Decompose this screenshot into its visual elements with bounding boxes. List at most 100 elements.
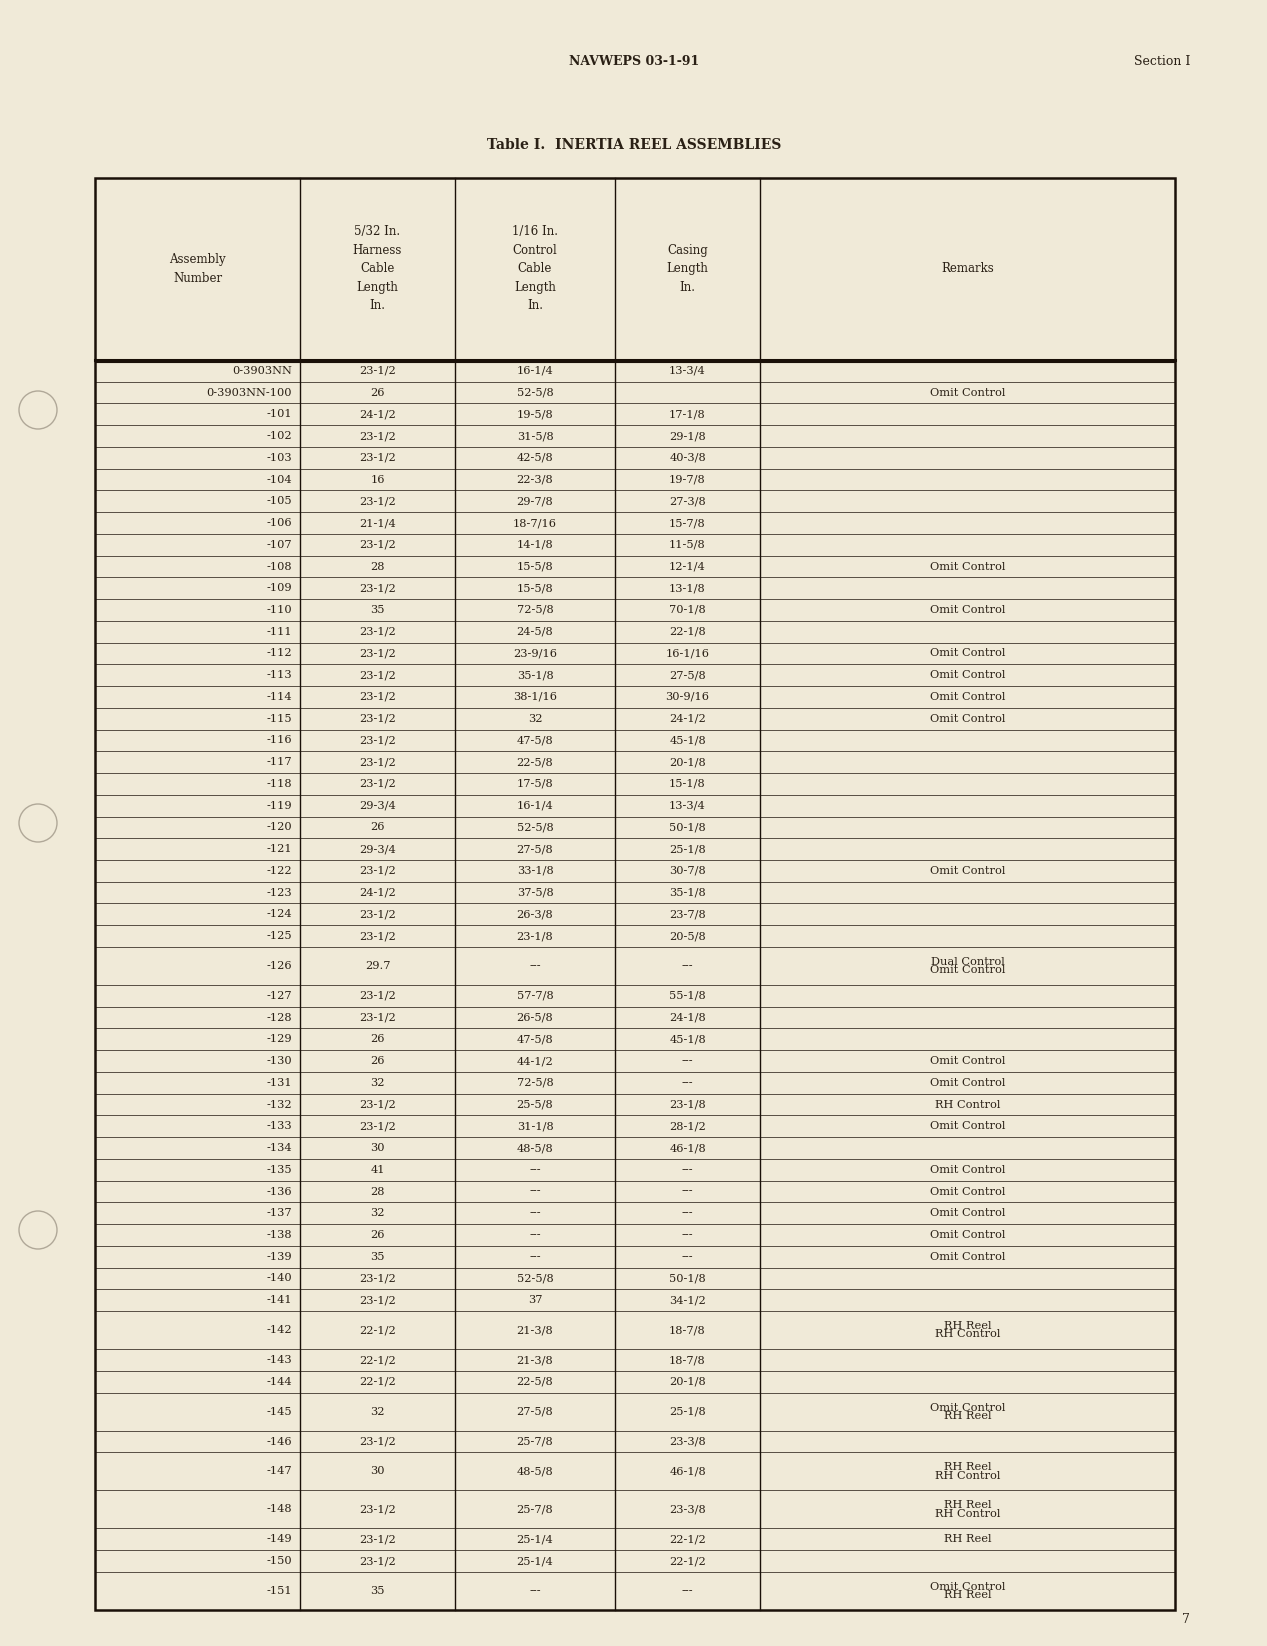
Text: Omit Control: Omit Control bbox=[930, 1230, 1005, 1239]
Text: 5/32 In.
Harness
Cable
Length
In.: 5/32 In. Harness Cable Length In. bbox=[352, 226, 402, 313]
Text: Omit Control: Omit Control bbox=[930, 387, 1005, 398]
Text: 24-5/8: 24-5/8 bbox=[517, 627, 554, 637]
Text: Omit Control: Omit Control bbox=[930, 1057, 1005, 1067]
Text: Dual Control: Dual Control bbox=[931, 956, 1005, 966]
Text: 23-1/2: 23-1/2 bbox=[359, 583, 395, 593]
Text: Omit Control: Omit Control bbox=[930, 1208, 1005, 1218]
Text: Omit Control: Omit Control bbox=[930, 561, 1005, 571]
Text: 42-5/8: 42-5/8 bbox=[517, 453, 554, 463]
Text: RH Reel: RH Reel bbox=[944, 1411, 991, 1420]
Text: -107: -107 bbox=[266, 540, 291, 550]
Text: 20-5/8: 20-5/8 bbox=[669, 932, 706, 942]
Text: Omit Control: Omit Control bbox=[930, 714, 1005, 724]
Text: 19-5/8: 19-5/8 bbox=[517, 410, 554, 420]
Text: 28-1/2: 28-1/2 bbox=[669, 1121, 706, 1131]
Text: 23-1/2: 23-1/2 bbox=[359, 714, 395, 724]
Text: 35-1/8: 35-1/8 bbox=[517, 670, 554, 680]
Text: 32: 32 bbox=[528, 714, 542, 724]
Text: ---: --- bbox=[530, 1208, 541, 1218]
Text: 7: 7 bbox=[1182, 1613, 1190, 1626]
Text: 27-5/8: 27-5/8 bbox=[669, 670, 706, 680]
Text: 31-1/8: 31-1/8 bbox=[517, 1121, 554, 1131]
Text: 15-5/8: 15-5/8 bbox=[517, 583, 554, 593]
Text: 23-1/2: 23-1/2 bbox=[359, 1121, 395, 1131]
Text: 23-1/2: 23-1/2 bbox=[359, 1555, 395, 1565]
Text: 22-1/2: 22-1/2 bbox=[359, 1325, 395, 1335]
Text: -108: -108 bbox=[266, 561, 291, 571]
Text: 26: 26 bbox=[370, 1230, 385, 1239]
Text: 48-5/8: 48-5/8 bbox=[517, 1467, 554, 1476]
Text: 26: 26 bbox=[370, 823, 385, 833]
Text: 30: 30 bbox=[370, 1142, 385, 1154]
Text: 72-5/8: 72-5/8 bbox=[517, 606, 554, 616]
Text: 46-1/8: 46-1/8 bbox=[669, 1467, 706, 1476]
Text: Omit Control: Omit Control bbox=[930, 866, 1005, 876]
Text: -144: -144 bbox=[266, 1376, 291, 1386]
Text: 25-1/8: 25-1/8 bbox=[669, 844, 706, 854]
Text: 30: 30 bbox=[370, 1467, 385, 1476]
Text: -151: -151 bbox=[266, 1587, 291, 1597]
Text: -115: -115 bbox=[266, 714, 291, 724]
Text: 0-3903NN: 0-3903NN bbox=[232, 365, 291, 375]
Text: RH Control: RH Control bbox=[935, 1509, 1000, 1519]
Text: 12-1/4: 12-1/4 bbox=[669, 561, 706, 571]
Text: 50-1/8: 50-1/8 bbox=[669, 1274, 706, 1284]
Text: -129: -129 bbox=[266, 1034, 291, 1044]
Text: 20-1/8: 20-1/8 bbox=[669, 757, 706, 767]
Text: -111: -111 bbox=[266, 627, 291, 637]
Text: 29.7: 29.7 bbox=[365, 961, 390, 971]
Text: 13-3/4: 13-3/4 bbox=[669, 800, 706, 810]
Text: -142: -142 bbox=[266, 1325, 291, 1335]
Text: 23-1/2: 23-1/2 bbox=[359, 365, 395, 375]
Text: 22-1/2: 22-1/2 bbox=[669, 1534, 706, 1544]
Text: 44-1/2: 44-1/2 bbox=[517, 1057, 554, 1067]
Text: 22-1/2: 22-1/2 bbox=[669, 1555, 706, 1565]
Text: RH Control: RH Control bbox=[935, 1330, 1000, 1340]
Text: 18-7/16: 18-7/16 bbox=[513, 518, 557, 528]
Text: 31-5/8: 31-5/8 bbox=[517, 431, 554, 441]
Text: -141: -141 bbox=[266, 1295, 291, 1305]
Text: Omit Control: Omit Control bbox=[930, 1187, 1005, 1197]
Text: -138: -138 bbox=[266, 1230, 291, 1239]
Text: Omit Control: Omit Control bbox=[930, 1251, 1005, 1262]
Text: 47-5/8: 47-5/8 bbox=[517, 736, 554, 746]
Text: RH Control: RH Control bbox=[935, 1100, 1000, 1109]
Text: -137: -137 bbox=[266, 1208, 291, 1218]
Text: -136: -136 bbox=[266, 1187, 291, 1197]
Text: ---: --- bbox=[530, 1187, 541, 1197]
Text: -103: -103 bbox=[266, 453, 291, 463]
Text: 29-3/4: 29-3/4 bbox=[359, 844, 395, 854]
Text: Omit Control: Omit Control bbox=[930, 1165, 1005, 1175]
Text: 23-1/8: 23-1/8 bbox=[517, 932, 554, 942]
Text: 26-5/8: 26-5/8 bbox=[517, 1012, 554, 1022]
Text: Omit Control: Omit Control bbox=[930, 606, 1005, 616]
Text: 24-1/2: 24-1/2 bbox=[359, 887, 395, 897]
Text: 28: 28 bbox=[370, 561, 385, 571]
Text: Omit Control: Omit Control bbox=[930, 691, 1005, 701]
Text: 26: 26 bbox=[370, 387, 385, 398]
Text: 25-7/8: 25-7/8 bbox=[517, 1437, 554, 1447]
Text: 23-1/2: 23-1/2 bbox=[359, 670, 395, 680]
Text: 23-1/2: 23-1/2 bbox=[359, 1274, 395, 1284]
Text: 30-9/16: 30-9/16 bbox=[665, 691, 710, 701]
Text: -109: -109 bbox=[266, 583, 291, 593]
Text: ---: --- bbox=[682, 961, 693, 971]
Text: Table I.  INERTIA REEL ASSEMBLIES: Table I. INERTIA REEL ASSEMBLIES bbox=[487, 138, 782, 151]
Text: 30-7/8: 30-7/8 bbox=[669, 866, 706, 876]
Text: 27-5/8: 27-5/8 bbox=[517, 844, 554, 854]
Text: -139: -139 bbox=[266, 1251, 291, 1262]
Text: -126: -126 bbox=[266, 961, 291, 971]
Circle shape bbox=[19, 1211, 57, 1249]
Text: 23-1/2: 23-1/2 bbox=[359, 691, 395, 701]
Text: 18-7/8: 18-7/8 bbox=[669, 1355, 706, 1365]
Text: 21-3/8: 21-3/8 bbox=[517, 1325, 554, 1335]
Text: 23-1/2: 23-1/2 bbox=[359, 991, 395, 1001]
Text: 24-1/2: 24-1/2 bbox=[359, 410, 395, 420]
Text: 21-3/8: 21-3/8 bbox=[517, 1355, 554, 1365]
Text: 23-1/2: 23-1/2 bbox=[359, 497, 395, 507]
Text: 23-3/8: 23-3/8 bbox=[669, 1437, 706, 1447]
Text: 28: 28 bbox=[370, 1187, 385, 1197]
Text: -112: -112 bbox=[266, 649, 291, 658]
Text: 29-3/4: 29-3/4 bbox=[359, 800, 395, 810]
Text: 17-5/8: 17-5/8 bbox=[517, 779, 554, 788]
